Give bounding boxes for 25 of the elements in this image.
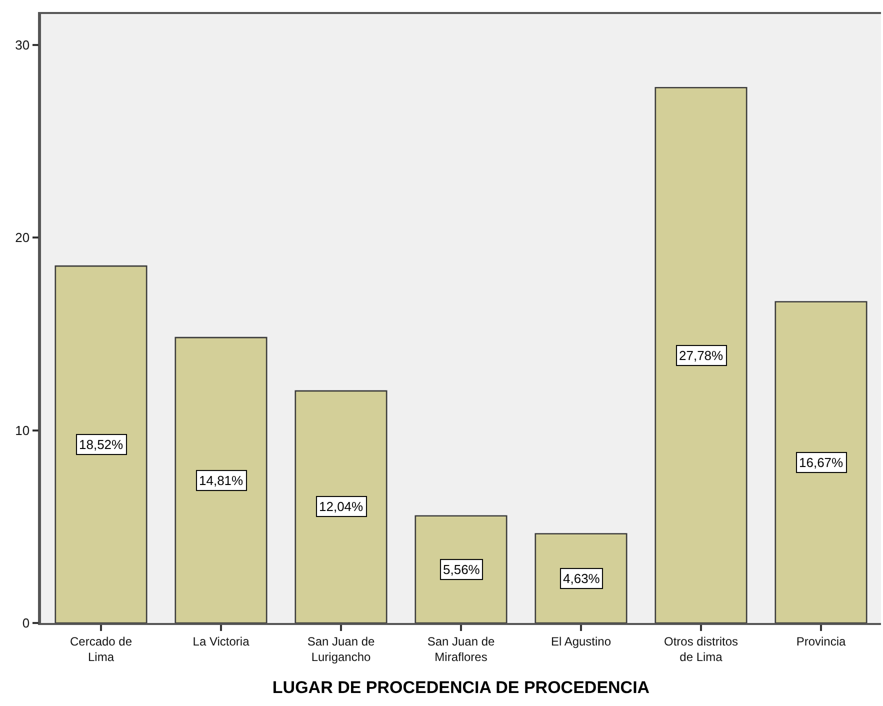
bar	[174, 336, 268, 623]
data-label: 27,78%	[679, 348, 724, 363]
bar	[414, 515, 508, 623]
data-label: 5,56%	[443, 562, 480, 577]
data-label: 18,52%	[79, 437, 124, 452]
x-tick-label: San Juan de Miraflores	[427, 634, 496, 664]
bar	[774, 301, 868, 623]
y-tick-label: 30	[15, 37, 30, 52]
x-tick-label: San Juan de Lurigancho	[307, 634, 376, 664]
x-tick-label: El Agustino	[550, 634, 612, 648]
y-tick-label: 0	[22, 616, 30, 631]
bar	[654, 86, 748, 623]
data-label: 16,67%	[799, 455, 844, 470]
x-tick-label: Otros distritos de Lima	[664, 634, 738, 664]
data-label: 12,04%	[319, 499, 364, 514]
y-tick-label: 20	[15, 230, 30, 246]
bar	[54, 265, 148, 623]
data-label: 4,63%	[563, 571, 600, 586]
data-label: 14,81%	[199, 473, 244, 488]
y-tick-label: 10	[15, 422, 30, 438]
x-axis-title: LUGAR DE PROCEDENCIA DE PROCEDENCIA	[272, 678, 650, 697]
x-tick-label: Provincia	[796, 634, 846, 648]
bar	[294, 390, 388, 623]
x-tick-label: La Victoria	[192, 634, 250, 648]
x-tick-label: Cercado de Lima	[70, 634, 132, 664]
